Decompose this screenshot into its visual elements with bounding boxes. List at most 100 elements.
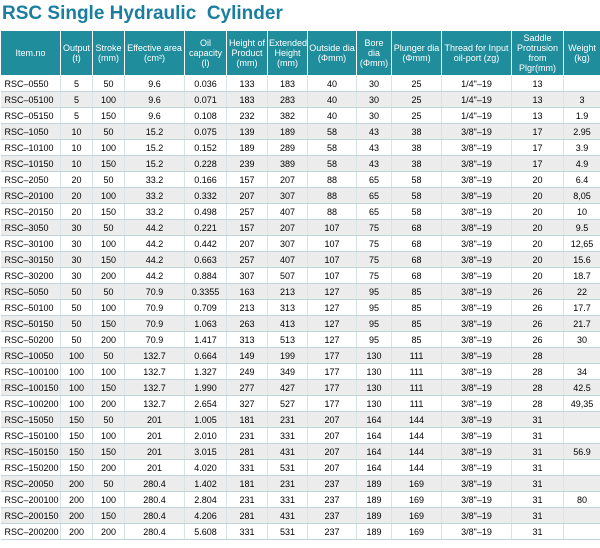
table-cell: 43: [356, 123, 392, 140]
table-cell: 30: [356, 75, 392, 92]
table-row: RSC–100100 100 100 132.7 1.327 249 349 177 130 11…: [0, 363, 600, 380]
table-cell: RSC–50150: [0, 315, 61, 332]
table-cell: [563, 523, 600, 540]
table-cell: 200: [92, 331, 125, 348]
table-cell: 189: [267, 123, 308, 140]
table-cell: 31: [511, 491, 564, 508]
table-row: RSC–50100 50 100 70.9 0.709 213 313 127 95 85 3/8"…: [0, 299, 600, 316]
table-cell: 38: [391, 139, 442, 156]
table-cell: 20: [60, 187, 93, 204]
table-cell: [563, 459, 600, 476]
table-cell: 1/4"–19: [441, 75, 512, 92]
table-cell: 50: [92, 219, 125, 236]
table-cell: RSC–20150: [0, 203, 61, 220]
table-cell: 139: [226, 123, 268, 140]
table-cell: 0.332: [184, 187, 227, 204]
table-cell: 200: [60, 475, 93, 492]
table-cell: 531: [267, 523, 308, 540]
table-cell: 13: [511, 107, 564, 124]
table-cell: 4.9: [563, 155, 600, 172]
column-header: Thread for Input oil-port (zg): [441, 30, 512, 76]
table-cell: 50: [60, 315, 93, 332]
table-cell: 237: [307, 475, 357, 492]
table-cell: 150: [92, 315, 125, 332]
table-cell: 281: [226, 507, 268, 524]
table-cell: 50: [92, 411, 125, 428]
table-cell: 20: [511, 171, 564, 188]
table-cell: 75: [356, 235, 392, 252]
table-cell: 157: [226, 171, 268, 188]
table-cell: 200: [60, 507, 93, 524]
table-cell: 207: [226, 235, 268, 252]
table-cell: 17: [511, 155, 564, 172]
table-cell: 3/8"–19: [441, 523, 512, 540]
table-cell: 150: [92, 107, 125, 124]
table-cell: 181: [226, 411, 268, 428]
table-cell: [563, 507, 600, 524]
table-cell: 3.015: [184, 443, 227, 460]
table-cell: 9.5: [563, 219, 600, 236]
table-cell: 0.663: [184, 251, 227, 268]
table-cell: 237: [307, 523, 357, 540]
table-cell: 257: [226, 203, 268, 220]
table-cell: 181: [226, 475, 268, 492]
table-cell: 144: [391, 411, 442, 428]
table-cell: 34: [563, 363, 600, 380]
table-cell: 133: [226, 75, 268, 92]
table-cell: RSC–30200: [0, 267, 61, 284]
table-cell: 88: [307, 187, 357, 204]
table-cell: 70.9: [124, 331, 185, 348]
column-header: Output (t): [60, 30, 93, 76]
table-cell: 0.228: [184, 155, 227, 172]
table-cell: 283: [267, 91, 308, 108]
table-cell: 157: [226, 219, 268, 236]
table-cell: 130: [356, 347, 392, 364]
table-cell: 201: [124, 459, 185, 476]
table-cell: 0.498: [184, 203, 227, 220]
table-cell: RSC–10150: [0, 155, 61, 172]
table-cell: 28: [511, 363, 564, 380]
table-cell: 149: [226, 347, 268, 364]
table-cell: RSC–20100: [0, 187, 61, 204]
column-header: Bore dia (Φmm): [356, 30, 392, 76]
table-cell: 239: [226, 155, 268, 172]
table-cell: 58: [307, 139, 357, 156]
table-cell: 289: [267, 139, 308, 156]
table-cell: 277: [226, 379, 268, 396]
table-cell: 513: [267, 331, 308, 348]
table-cell: 30: [356, 107, 392, 124]
table-cell: 43: [356, 139, 392, 156]
table-cell: 177: [307, 363, 357, 380]
table-cell: 33.2: [124, 187, 185, 204]
table-cell: 70.9: [124, 299, 185, 316]
table-cell: 200: [92, 459, 125, 476]
table-cell: RSC–150200: [0, 459, 61, 476]
table-cell: 85: [391, 315, 442, 332]
table-row: RSC–200150 200 150 280.4 4.206 281 431 237 189 16…: [0, 507, 600, 524]
table-cell: 85: [391, 299, 442, 316]
table-cell: 107: [307, 219, 357, 236]
table-row: RSC–200100 200 100 280.4 2.804 231 331 237 189 16…: [0, 491, 600, 508]
table-cell: 169: [391, 507, 442, 524]
column-header: Height of Product (mm): [226, 30, 268, 76]
table-cell: 189: [226, 139, 268, 156]
table-cell: 127: [307, 315, 357, 332]
table-cell: 207: [307, 459, 357, 476]
table-cell: 100: [60, 363, 93, 380]
table-cell: 200: [92, 267, 125, 284]
table-cell: 0.709: [184, 299, 227, 316]
table-cell: 50: [92, 123, 125, 140]
table-cell: 95: [356, 283, 392, 300]
table-cell: 407: [267, 203, 308, 220]
table-cell: 427: [267, 379, 308, 396]
table-cell: 40: [307, 75, 357, 92]
table-cell: 3/8"–19: [441, 123, 512, 140]
table-cell: 85: [391, 283, 442, 300]
table-cell: 100: [92, 187, 125, 204]
table-cell: 33.2: [124, 203, 185, 220]
table-cell: 531: [267, 459, 308, 476]
table-cell: 237: [307, 507, 357, 524]
column-header: Stroke (mm): [92, 30, 125, 76]
table-cell: 169: [391, 491, 442, 508]
